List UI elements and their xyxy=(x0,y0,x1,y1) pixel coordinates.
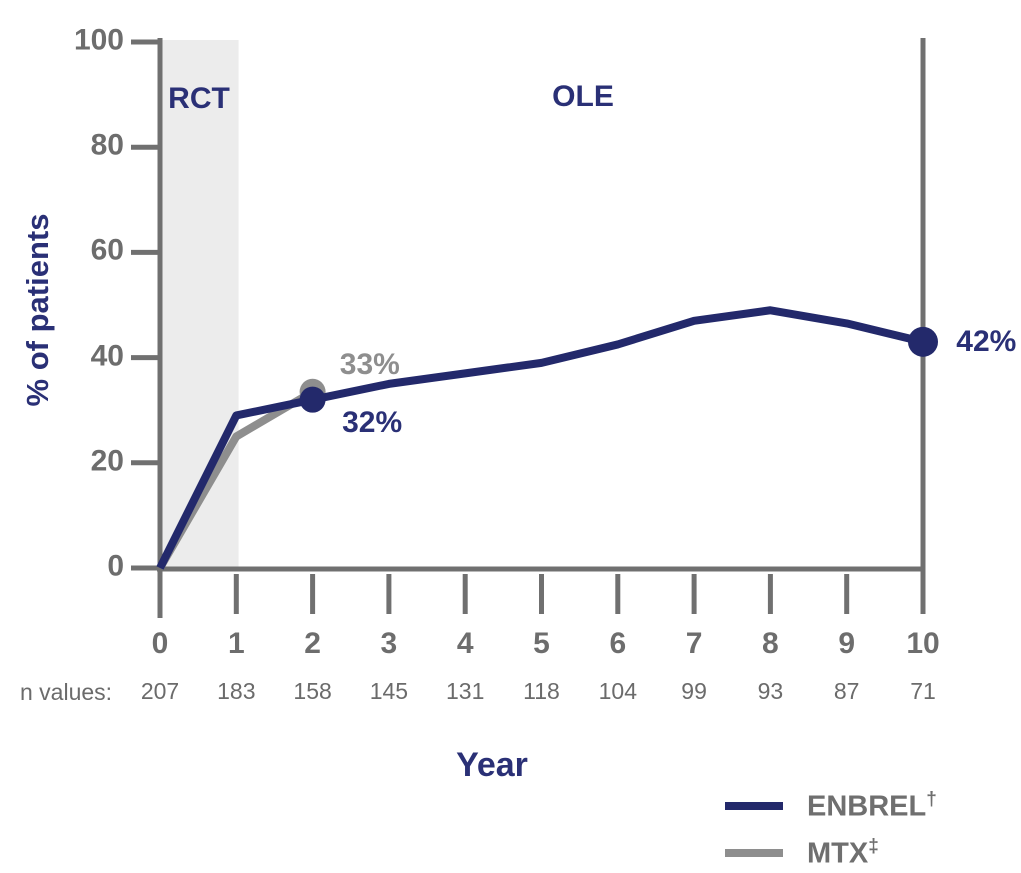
n-value: 99 xyxy=(681,678,707,704)
x-tick-label: 3 xyxy=(380,627,398,660)
n-value: 118 xyxy=(523,678,560,704)
y-tick-label: 20 xyxy=(90,444,124,478)
y-axis-title: % of patients xyxy=(20,213,55,407)
x-axis-title: Year xyxy=(456,746,528,784)
x-tick-label: 2 xyxy=(304,627,321,660)
n-value: 93 xyxy=(757,678,784,704)
rct-shaded-band xyxy=(160,40,239,568)
region-label-ole: OLE xyxy=(552,80,614,113)
legend-label: MTX‡ xyxy=(807,835,879,870)
y-tick-label: 100 xyxy=(73,23,124,57)
x-tick-label: 5 xyxy=(533,627,550,660)
n-value: 145 xyxy=(369,678,409,704)
legend-swatch xyxy=(725,802,783,810)
x-tick-label: 4 xyxy=(456,627,474,660)
y-tick-label: 40 xyxy=(90,339,124,373)
region-label-rct: RCT xyxy=(168,82,230,115)
y-tick-label: 80 xyxy=(90,128,124,162)
data-point-marker-enbrel xyxy=(299,386,326,413)
data-point-label: 33% xyxy=(339,347,400,381)
n-value: 131 xyxy=(446,678,485,704)
x-tick-label: 0 xyxy=(151,627,169,660)
y-tick-label: 0 xyxy=(107,549,124,583)
legend-item: MTX‡ xyxy=(725,836,937,870)
data-point-marker-enbrel xyxy=(908,326,938,357)
legend-item: ENBREL† xyxy=(725,789,937,823)
n-value: 207 xyxy=(140,678,180,704)
y-tick-label: 60 xyxy=(90,234,124,268)
x-tick-label: 1 xyxy=(227,627,245,660)
series-line-enbrel xyxy=(156,306,924,570)
n-value: 87 xyxy=(833,678,860,704)
x-tick-label: 9 xyxy=(838,627,856,660)
n-value: 158 xyxy=(293,678,332,704)
n-values-label: n values: xyxy=(20,679,113,705)
n-value: 104 xyxy=(598,678,637,704)
n-value: 71 xyxy=(910,678,936,704)
x-tick-label: 8 xyxy=(762,627,779,660)
x-tick-label: 10 xyxy=(906,627,940,660)
legend-label: ENBREL† xyxy=(807,788,937,823)
n-value: 183 xyxy=(217,678,256,704)
x-tick-label: 6 xyxy=(609,627,627,660)
data-point-label: 42% xyxy=(956,324,1017,358)
data-point-label: 32% xyxy=(342,405,403,439)
legend: ENBREL† MTX‡ xyxy=(725,789,937,873)
x-tick-label: 7 xyxy=(685,627,703,660)
legend-swatch xyxy=(725,849,783,857)
